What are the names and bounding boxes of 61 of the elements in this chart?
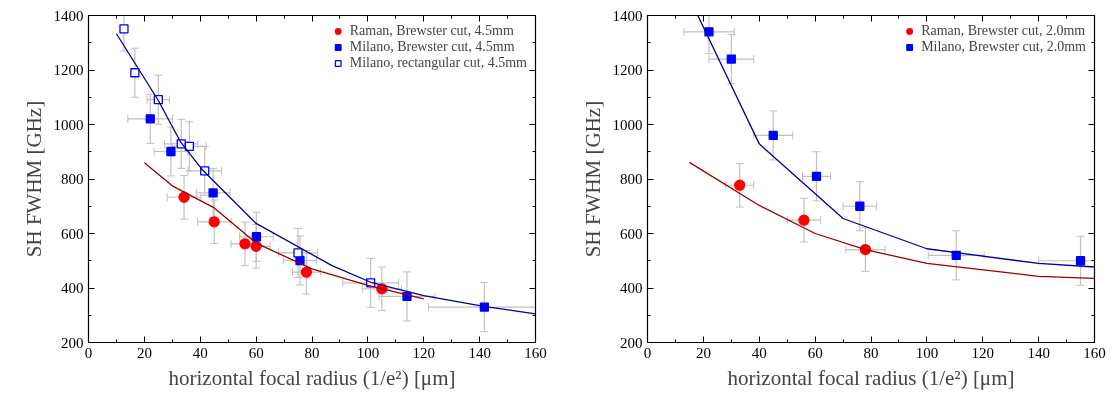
point [166, 146, 176, 157]
legend-label: Milano, rectangular cut, 4.5mm [349, 55, 527, 71]
point [119, 24, 129, 34]
x-tick-label: 140 [1027, 344, 1050, 361]
x-tick-label: 160 [524, 344, 547, 361]
x-tick-label: 80 [304, 344, 320, 361]
x-tick-label: 0 [643, 344, 652, 361]
y-axis-title: SH FWHM [GHz] [580, 100, 605, 258]
legend-label: Raman, Brewster cut, 2.0mm [921, 23, 1086, 39]
point [1075, 256, 1086, 266]
y-tick-label: 1000 [53, 116, 84, 133]
x-tick-label: 80 [863, 344, 879, 361]
point [208, 188, 218, 198]
y-tick-label: 1400 [53, 7, 84, 24]
legend-label: Milano, Brewster cut, 2.0mm [921, 39, 1086, 55]
legend-label: Milano, Brewster cut, 4.5mm [349, 39, 515, 55]
line-series [697, 15, 1095, 268]
point [130, 68, 140, 78]
x-tick-label: 60 [807, 344, 823, 361]
x-tick-label: 60 [248, 344, 264, 361]
y-tick-label: 1000 [612, 116, 643, 133]
y-tick-label: 600 [620, 225, 643, 242]
x-tick-label: 40 [751, 344, 767, 361]
y-tick-label: 400 [61, 280, 84, 296]
x-tick-label: 120 [971, 344, 994, 361]
x-tick-label: 120 [412, 344, 435, 361]
x-tick-label: 40 [192, 344, 208, 361]
y-tick-label: 200 [620, 334, 643, 351]
point [178, 191, 190, 203]
x-tick-label: 100 [915, 344, 939, 361]
x-axis-title: horizontal focal radius (1/e²) [μm] [727, 365, 1015, 390]
y-tick-label: 800 [620, 171, 643, 187]
point [145, 114, 155, 124]
x-axis-title: horizontal focal radius (1/e²) [μm] [168, 365, 456, 390]
x-tick-label: 140 [468, 344, 491, 361]
y-tick-label: 400 [620, 280, 643, 296]
point [768, 130, 778, 141]
x-tick-label: 100 [356, 344, 380, 361]
point [726, 54, 736, 64]
point [300, 266, 313, 278]
x-tick-label: 20 [136, 344, 152, 361]
x-tick-label: 160 [1083, 344, 1106, 361]
point [208, 216, 220, 228]
line-series [688, 161, 1095, 280]
point [293, 248, 303, 258]
y-tick-label: 1200 [612, 62, 643, 78]
point [855, 201, 865, 211]
y-tick-label: 1200 [53, 62, 84, 78]
y-tick-label: 800 [61, 171, 84, 187]
legend-label: Raman, Brewster cut, 4.5mm [349, 23, 514, 39]
point [798, 214, 810, 226]
line-series [143, 162, 425, 300]
point [251, 232, 262, 242]
x-tick-label: 0 [84, 344, 93, 361]
y-tick-label: 1400 [612, 7, 643, 24]
point [734, 179, 746, 191]
y-axis-title: SH FWHM [GHz] [21, 100, 46, 258]
x-tick-label: 20 [695, 344, 711, 361]
y-tick-label: 200 [61, 334, 84, 351]
y-tick-label: 600 [61, 225, 84, 242]
point [811, 171, 822, 181]
